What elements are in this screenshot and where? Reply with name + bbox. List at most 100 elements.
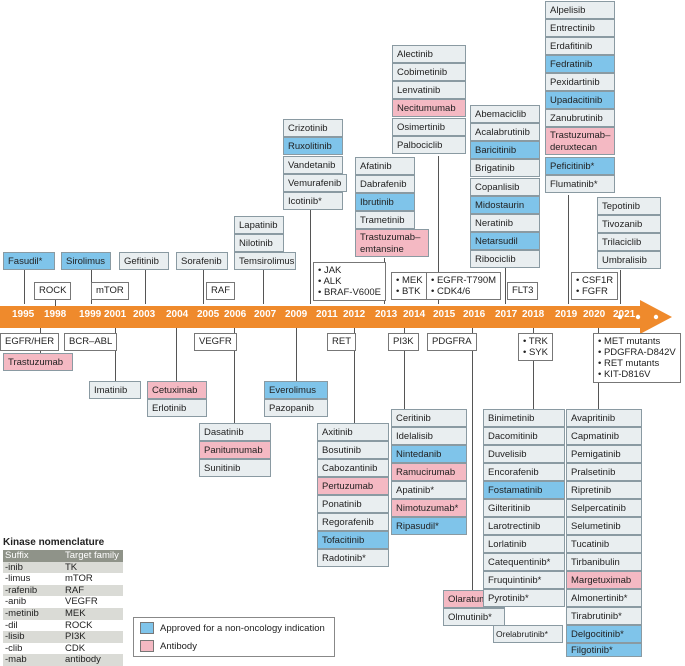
suffix: -metinib [5, 607, 39, 619]
drug-pemigatinib: Pemigatinib [566, 445, 642, 463]
nomenclature-row: -anib VEGFR [3, 596, 123, 608]
drug-dabrafenib: Dabrafenib [355, 175, 415, 193]
drug-pexidartinib: Pexidartinib [545, 73, 615, 91]
target-label: mTOR [91, 282, 129, 300]
drug-vemurafenib: Vemurafenib [283, 174, 347, 192]
target-egfr-t790m: EGFR-T790M [436, 275, 497, 286]
connector-line [234, 328, 235, 424]
year-label: 2016 [463, 309, 486, 320]
drug-tirbanibulin: Tirbanibulin [566, 553, 642, 571]
connector-line [24, 268, 25, 304]
drug-ripretinib: Ripretinib [566, 481, 642, 499]
drug-osimertinib: Osimertinib [392, 118, 466, 136]
drug-imatinib: Imatinib [89, 381, 141, 399]
drug-umbralisib: Umbralisib [597, 251, 661, 269]
drug-copanlisib: Copanlisib [470, 178, 540, 196]
year-label: 1999 [79, 309, 102, 320]
drug-cobimetinib: Cobimetinib [392, 63, 466, 81]
year-label: 2009 [285, 309, 308, 320]
target-cdk46: CDK4/6 [436, 286, 471, 297]
drug-idelalisib: Idelalisib [391, 427, 467, 445]
suffix: -mab [5, 654, 27, 666]
target-label-met-group: • MET mutants • PDGFRA-D842V • RET mutan… [593, 333, 681, 383]
connector-line [505, 268, 506, 304]
legend-label-approved: Approved for a non-oncology indication [160, 622, 325, 634]
target-fgfr: FGFR [581, 286, 608, 297]
year-label: 2020 [583, 309, 606, 320]
drug-erdafitinib: Erdafitinib [545, 37, 615, 55]
drug-ponatinib: Ponatinib [317, 495, 389, 513]
drug-duvelisib: Duvelisib [483, 445, 565, 463]
drug-pyrotinib: Pyrotinib* [483, 589, 565, 607]
drug-filgotinib: Filgotinib* [566, 643, 642, 657]
nomenclature-row: -rafenib RAF [3, 584, 123, 597]
target-family: TK [65, 561, 78, 573]
drug-olmutinib: Olmutinib* [443, 608, 505, 626]
drug-catequentinib: Catequentinib* [483, 553, 565, 571]
drug-lenvatinib: Lenvatinib [392, 81, 466, 99]
target-family: antibody [65, 654, 101, 666]
drug-margetuximab: Margetuximab [566, 571, 642, 589]
target-trk: TRK [528, 336, 548, 347]
drug-erlotinib: Erlotinib [147, 399, 207, 417]
target-label: PDGFRA [427, 333, 477, 351]
target-label: ROCK [34, 282, 72, 300]
target-alk: ALK [323, 276, 342, 287]
drug-trastuzumab-deruxtecan: Trastuzumab– deruxtecan [545, 127, 615, 155]
drug-larotrectinib: Larotrectinib [483, 517, 565, 535]
target-btk: BTK [401, 286, 421, 297]
drug-trastuzumab: Trastuzumab [3, 353, 73, 371]
target-label: EGFR/HER [0, 333, 60, 351]
drug-bosutinib: Bosutinib [317, 441, 389, 459]
drug-upadacitinib: Upadacitinib [545, 91, 615, 109]
target-family: RAF [65, 584, 84, 596]
drug-encorafenib: Encorafenib [483, 463, 565, 481]
suffix: -inib [5, 561, 23, 573]
nomenclature-title: Kinase nomenclature [3, 537, 105, 548]
drug-ribociclib: Ribociclib [470, 250, 540, 268]
drug-ceritinib: Ceritinib [391, 409, 467, 427]
target-label: RAF [206, 282, 235, 300]
drug-ripasudil: Ripasudil* [391, 517, 467, 535]
connector-line [310, 210, 311, 304]
year-label: 2013 [375, 309, 398, 320]
drug-lorlatinib: Lorlatinib [483, 535, 565, 553]
connector-line [472, 328, 473, 590]
drug-axitinib: Axitinib [317, 423, 389, 441]
target-syk: SYK [528, 347, 548, 358]
drug-dasatinib: Dasatinib [199, 423, 271, 441]
nomenclature-row: -metinib MEK [3, 607, 123, 620]
drug-alectinib: Alectinib [392, 45, 466, 63]
target-label-trk-syk: • TRK • SYK [518, 333, 553, 361]
target-label: BCR–ABL [64, 333, 118, 351]
drug-gilteritinib: Gilteritinib [483, 499, 565, 517]
drug-delgocitinib: Delgocitinib* [566, 625, 642, 643]
drug-capmatinib: Capmatinib [566, 427, 642, 445]
target-label-jak-alk-braf: • JAK • ALK • BRAF-V600E [313, 262, 386, 301]
header-target-family: Target family [65, 550, 119, 561]
target-csf1r: CSF1R [581, 275, 614, 286]
drug-tirabrutinib: Tirabrutinib* [566, 607, 642, 625]
legend: Approved for a non-oncology indication A… [133, 617, 335, 657]
target-met: MET mutants [603, 336, 661, 347]
drug-binimetinib: Binimetinib [483, 409, 565, 427]
drug-vandetanib: Vandetanib [283, 156, 343, 174]
drug-tucatinib: Tucatinib [566, 535, 642, 553]
target-kit-d816v: KIT-D816V [603, 369, 651, 380]
drug-panitumumab: Panitumumab [199, 441, 271, 459]
drug-tofacitinib: Tofacitinib [317, 531, 389, 549]
connector-line [404, 328, 405, 410]
drug-cabozantinib: Cabozantinib [317, 459, 389, 477]
connector-line [296, 328, 297, 382]
nomenclature-row: -inib TK [3, 561, 123, 574]
drug-baricitinib: Baricitinib [470, 141, 540, 159]
connector-line [203, 270, 204, 304]
drug-trilaciclib: Trilaciclib [597, 233, 661, 251]
year-label: 2021 [613, 309, 636, 320]
drug-peficitinib: Peficitinib* [545, 157, 615, 175]
nomenclature-row: -clib CDK [3, 643, 123, 655]
drug-nintedanib: Nintedanib [391, 445, 467, 463]
connector-line [176, 328, 177, 382]
year-label: 2006 [224, 309, 247, 320]
drug-pertuzumab: Pertuzumab [317, 477, 389, 495]
